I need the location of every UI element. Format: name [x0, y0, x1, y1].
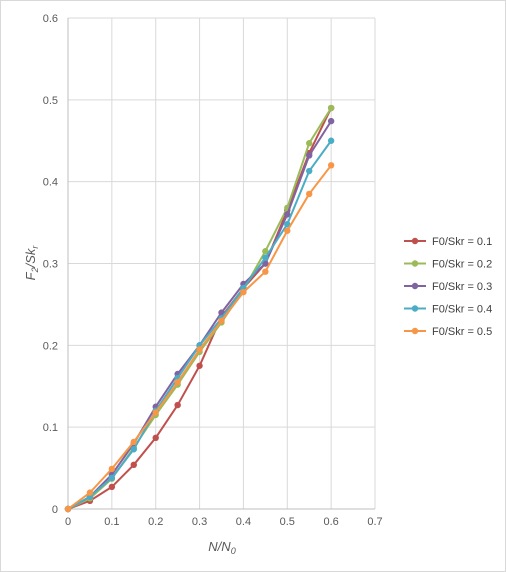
x-tick-label: 0.3: [192, 516, 207, 528]
data-point: [86, 489, 94, 496]
legend-label: F0/Skr = 0.5: [432, 326, 492, 338]
x-axis-title: N/N0: [208, 539, 235, 556]
data-point: [327, 137, 335, 144]
y-tick-label: 0.6: [43, 13, 58, 25]
data-point: [108, 483, 116, 491]
y-tick-label: 0: [52, 504, 58, 516]
legend-swatch-marker: [411, 282, 419, 290]
data-point: [240, 288, 247, 296]
y-tick-label: 0.1: [43, 422, 58, 434]
x-tick-label: 0.4: [236, 516, 251, 528]
legend-label: F0/Skr = 0.1: [432, 236, 492, 248]
data-point: [196, 346, 203, 353]
data-point: [130, 461, 137, 469]
grid: [68, 17, 376, 509]
data-point: [108, 474, 116, 482]
data-point: [327, 117, 335, 125]
x-tick-label: 0: [65, 516, 71, 528]
y-tick-label: 0.5: [43, 95, 58, 107]
series-layer: [64, 104, 335, 513]
data-point: [218, 309, 225, 316]
legend-label: F0/Skr = 0.4: [432, 304, 492, 316]
series-5: [64, 162, 335, 513]
legend-label: F0/Skr = 0.3: [432, 281, 492, 293]
axes: [67, 18, 375, 510]
data-point: [327, 104, 335, 112]
data-point: [262, 268, 269, 275]
data-point: [306, 190, 313, 198]
legend-item: F0/Skr = 0.2: [404, 259, 492, 271]
y-tick-label: 0.2: [43, 340, 58, 352]
data-point: [64, 505, 72, 513]
legend-swatch-marker: [411, 237, 419, 245]
data-point: [284, 227, 291, 234]
x-tick-label: 0.1: [104, 516, 119, 528]
data-point: [152, 434, 159, 442]
legend-swatch-marker: [411, 305, 419, 312]
data-point: [196, 362, 203, 369]
data-point: [262, 248, 269, 255]
x-tick-label: 0.7: [367, 516, 382, 528]
legend-swatch-marker: [411, 260, 419, 267]
legend-item: F0/Skr = 0.4: [404, 304, 492, 316]
legend-label: F0/Skr = 0.2: [432, 259, 492, 271]
x-tick-label: 0.2: [148, 516, 163, 528]
data-point: [174, 378, 181, 386]
y-tick-label: 0.4: [43, 177, 58, 189]
data-point: [306, 167, 313, 175]
data-point: [284, 211, 291, 218]
y-tick-label: 0.3: [43, 259, 58, 271]
data-point: [152, 409, 159, 416]
legend-item: F0/Skr = 0.1: [404, 236, 492, 248]
y-axis-title: F2/Skr: [23, 245, 40, 281]
data-point: [306, 152, 313, 159]
x-tick-label: 0.5: [280, 516, 295, 528]
data-point: [262, 260, 269, 267]
data-point: [218, 317, 225, 324]
legend: F0/Skr = 0.1 F0/Skr = 0.2 F0/Skr = 0.3 F0/S…: [404, 236, 492, 338]
legend-item: F0/Skr = 0.5: [404, 326, 492, 338]
data-point: [130, 446, 137, 453]
data-point: [262, 254, 269, 261]
data-point: [108, 465, 116, 473]
legend-swatch-marker: [411, 327, 419, 335]
data-point: [130, 438, 137, 446]
tick-labels: 0 0.1 0.2 0.3 0.4 0.5 0.6 0.7 0 0.1 0.2 0.3 0.4 0.5 0.…: [43, 13, 383, 528]
data-point: [306, 140, 313, 147]
x-tick-label: 0.6: [323, 516, 338, 528]
data-point: [327, 162, 335, 169]
data-point: [174, 401, 181, 409]
legend-item: F0/Skr = 0.3: [404, 281, 492, 293]
data-point: [284, 221, 291, 228]
